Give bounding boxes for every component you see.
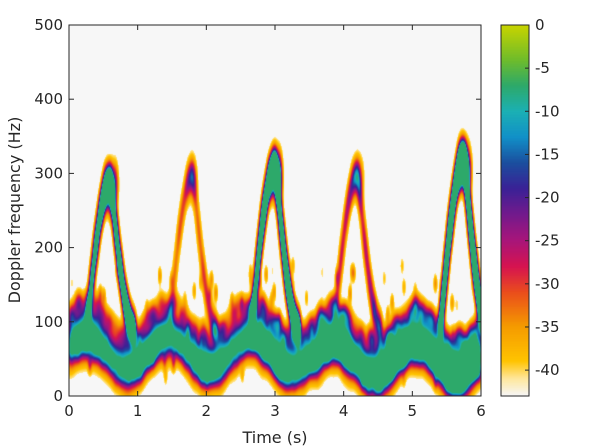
colorbar-frame [500,24,530,397]
colorbar-tick-label-2: -10 [535,102,560,120]
x-tick-label-0: 0 [64,402,74,420]
colorbar-tick-label-6: -30 [535,275,560,293]
y-tick-label-3: 300 [34,164,63,182]
x-tick-label-5: 5 [408,402,418,420]
colorbar-tick-label-5: -25 [535,232,560,250]
y-axis: 0 100 200 300 400 500 [34,16,481,405]
spectrogram-image [69,25,481,396]
x-tick-label-4: 4 [339,402,349,420]
colorbar-axis: 0 -5 -10 -15 -20 -25 -30 -35 -40 [525,16,560,379]
x-tick-label-1: 1 [133,402,143,420]
colorbar-tick-label-0: 0 [535,16,545,34]
y-tick-label-1: 100 [34,313,63,331]
x-tick-label-2: 2 [202,402,212,420]
colorbar-tick-label-7: -35 [535,318,560,336]
x-axis: 0 1 2 3 4 5 6 [64,25,486,420]
y-tick-label-4: 400 [34,90,63,108]
x-tick-label-3: 3 [270,402,280,420]
x-axis-title: Time (s) [241,428,307,447]
colorbar-tick-label-8: -40 [535,361,560,379]
x-tick-label-6: 6 [476,402,486,420]
y-axis-title: Doppler frequency (Hz) [5,117,24,304]
y-tick-label-0: 0 [53,387,63,405]
y-tick-label-5: 500 [34,16,63,34]
colorbar-tick-label-3: -15 [535,145,560,163]
colorbar-tick-label-1: -5 [535,59,550,77]
y-tick-label-2: 200 [34,239,63,257]
colorbar-tick-label-4: -20 [535,189,560,207]
colorbar-image [501,25,529,396]
